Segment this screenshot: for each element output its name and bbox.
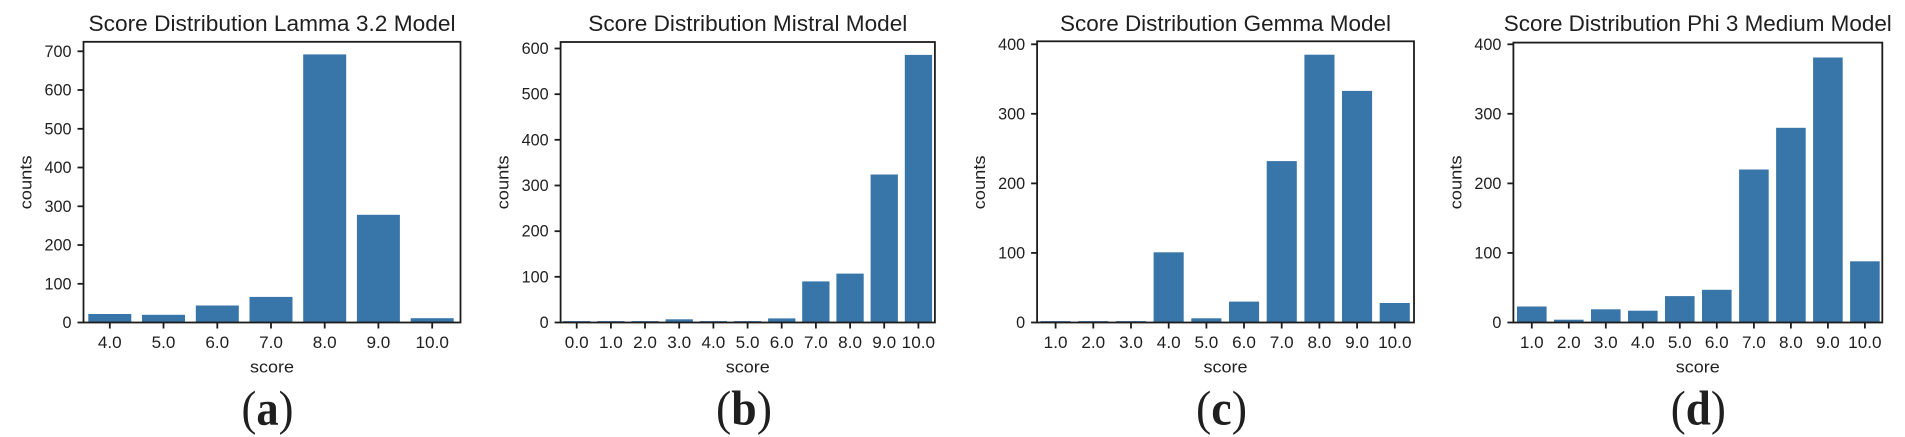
svg-text:10.0: 10.0 (1848, 334, 1881, 352)
svg-text:9.0: 9.0 (1345, 334, 1369, 352)
svg-text:1.0: 1.0 (1044, 334, 1068, 352)
svg-text:100: 100 (522, 268, 549, 286)
svg-text:2.0: 2.0 (1081, 334, 1105, 352)
svg-text:1.0: 1.0 (599, 334, 623, 352)
svg-text:5.0: 5.0 (152, 334, 176, 352)
svg-text:7.0: 7.0 (1270, 334, 1294, 352)
svg-text:5.0: 5.0 (736, 334, 760, 352)
svg-text:0.0: 0.0 (565, 334, 589, 352)
svg-text:8.0: 8.0 (313, 334, 337, 352)
svg-text:400: 400 (998, 36, 1025, 54)
svg-text:0: 0 (62, 314, 71, 332)
svg-text:8.0: 8.0 (838, 334, 862, 352)
svg-text:10.0: 10.0 (416, 334, 449, 352)
svg-text:200: 200 (1474, 175, 1501, 193)
svg-text:Score Distribution Phi 3 Mediu: Score Distribution Phi 3 Medium Model (1504, 11, 1892, 36)
svg-text:4.0: 4.0 (1631, 334, 1655, 352)
svg-text:score: score (726, 359, 770, 377)
svg-text:4.0: 4.0 (98, 334, 122, 352)
svg-text:100: 100 (998, 244, 1025, 262)
svg-text:10.0: 10.0 (902, 334, 935, 352)
svg-text:600: 600 (522, 40, 549, 58)
svg-text:9.0: 9.0 (872, 334, 896, 352)
svg-text:3.0: 3.0 (1594, 334, 1618, 352)
svg-text:5.0: 5.0 (1668, 334, 1692, 352)
svg-text:700: 700 (44, 43, 71, 61)
svg-text:3.0: 3.0 (667, 334, 691, 352)
svg-text:6.0: 6.0 (770, 334, 794, 352)
svg-text:300: 300 (44, 198, 71, 216)
svg-text:400: 400 (522, 131, 549, 149)
svg-text:100: 100 (44, 275, 71, 293)
svg-text:0: 0 (1492, 314, 1501, 332)
svg-text:(b): (b) (716, 383, 772, 436)
svg-text:Score Distribution Lamma 3.2 M: Score Distribution Lamma 3.2 Model (89, 11, 456, 36)
svg-text:score: score (1676, 359, 1720, 377)
svg-text:6.0: 6.0 (205, 334, 229, 352)
svg-text:score: score (250, 359, 294, 377)
svg-text:9.0: 9.0 (1816, 334, 1840, 352)
svg-text:score: score (1204, 359, 1248, 377)
svg-text:7.0: 7.0 (1742, 334, 1766, 352)
svg-text:8.0: 8.0 (1308, 334, 1332, 352)
svg-text:0: 0 (1016, 314, 1025, 332)
svg-text:6.0: 6.0 (1705, 334, 1729, 352)
svg-text:3.0: 3.0 (1119, 334, 1143, 352)
svg-text:8.0: 8.0 (1779, 334, 1803, 352)
svg-text:2.0: 2.0 (1557, 334, 1581, 352)
svg-text:100: 100 (1474, 244, 1501, 262)
svg-text:300: 300 (998, 105, 1025, 123)
svg-text:300: 300 (1474, 105, 1501, 123)
svg-text:4.0: 4.0 (702, 334, 726, 352)
svg-text:Score Distribution Mistral Mod: Score Distribution Mistral Model (588, 11, 907, 36)
svg-text:500: 500 (44, 120, 71, 138)
svg-text:200: 200 (998, 175, 1025, 193)
svg-text:9.0: 9.0 (367, 334, 391, 352)
svg-text:(c): (c) (1196, 383, 1247, 436)
svg-text:4.0: 4.0 (1157, 334, 1181, 352)
svg-text:10.0: 10.0 (1378, 334, 1411, 352)
svg-text:600: 600 (44, 82, 71, 100)
svg-text:0: 0 (540, 314, 549, 332)
svg-text:(a): (a) (242, 383, 294, 436)
svg-text:400: 400 (44, 159, 71, 177)
svg-text:1.0: 1.0 (1520, 334, 1544, 352)
svg-text:counts: counts (18, 155, 36, 209)
svg-text:counts: counts (1447, 155, 1465, 209)
svg-text:7.0: 7.0 (259, 334, 283, 352)
svg-text:7.0: 7.0 (804, 334, 828, 352)
svg-text:2.0: 2.0 (633, 334, 657, 352)
svg-text:5.0: 5.0 (1195, 334, 1219, 352)
svg-text:500: 500 (522, 86, 549, 104)
svg-text:counts: counts (495, 155, 513, 209)
svg-text:(d): (d) (1671, 383, 1726, 436)
svg-text:200: 200 (44, 237, 71, 255)
svg-text:Score Distribution Gemma Model: Score Distribution Gemma Model (1060, 11, 1391, 36)
svg-text:counts: counts (971, 155, 989, 209)
svg-text:200: 200 (522, 223, 549, 241)
svg-text:6.0: 6.0 (1232, 334, 1256, 352)
svg-text:300: 300 (522, 177, 549, 195)
svg-text:400: 400 (1474, 36, 1501, 54)
